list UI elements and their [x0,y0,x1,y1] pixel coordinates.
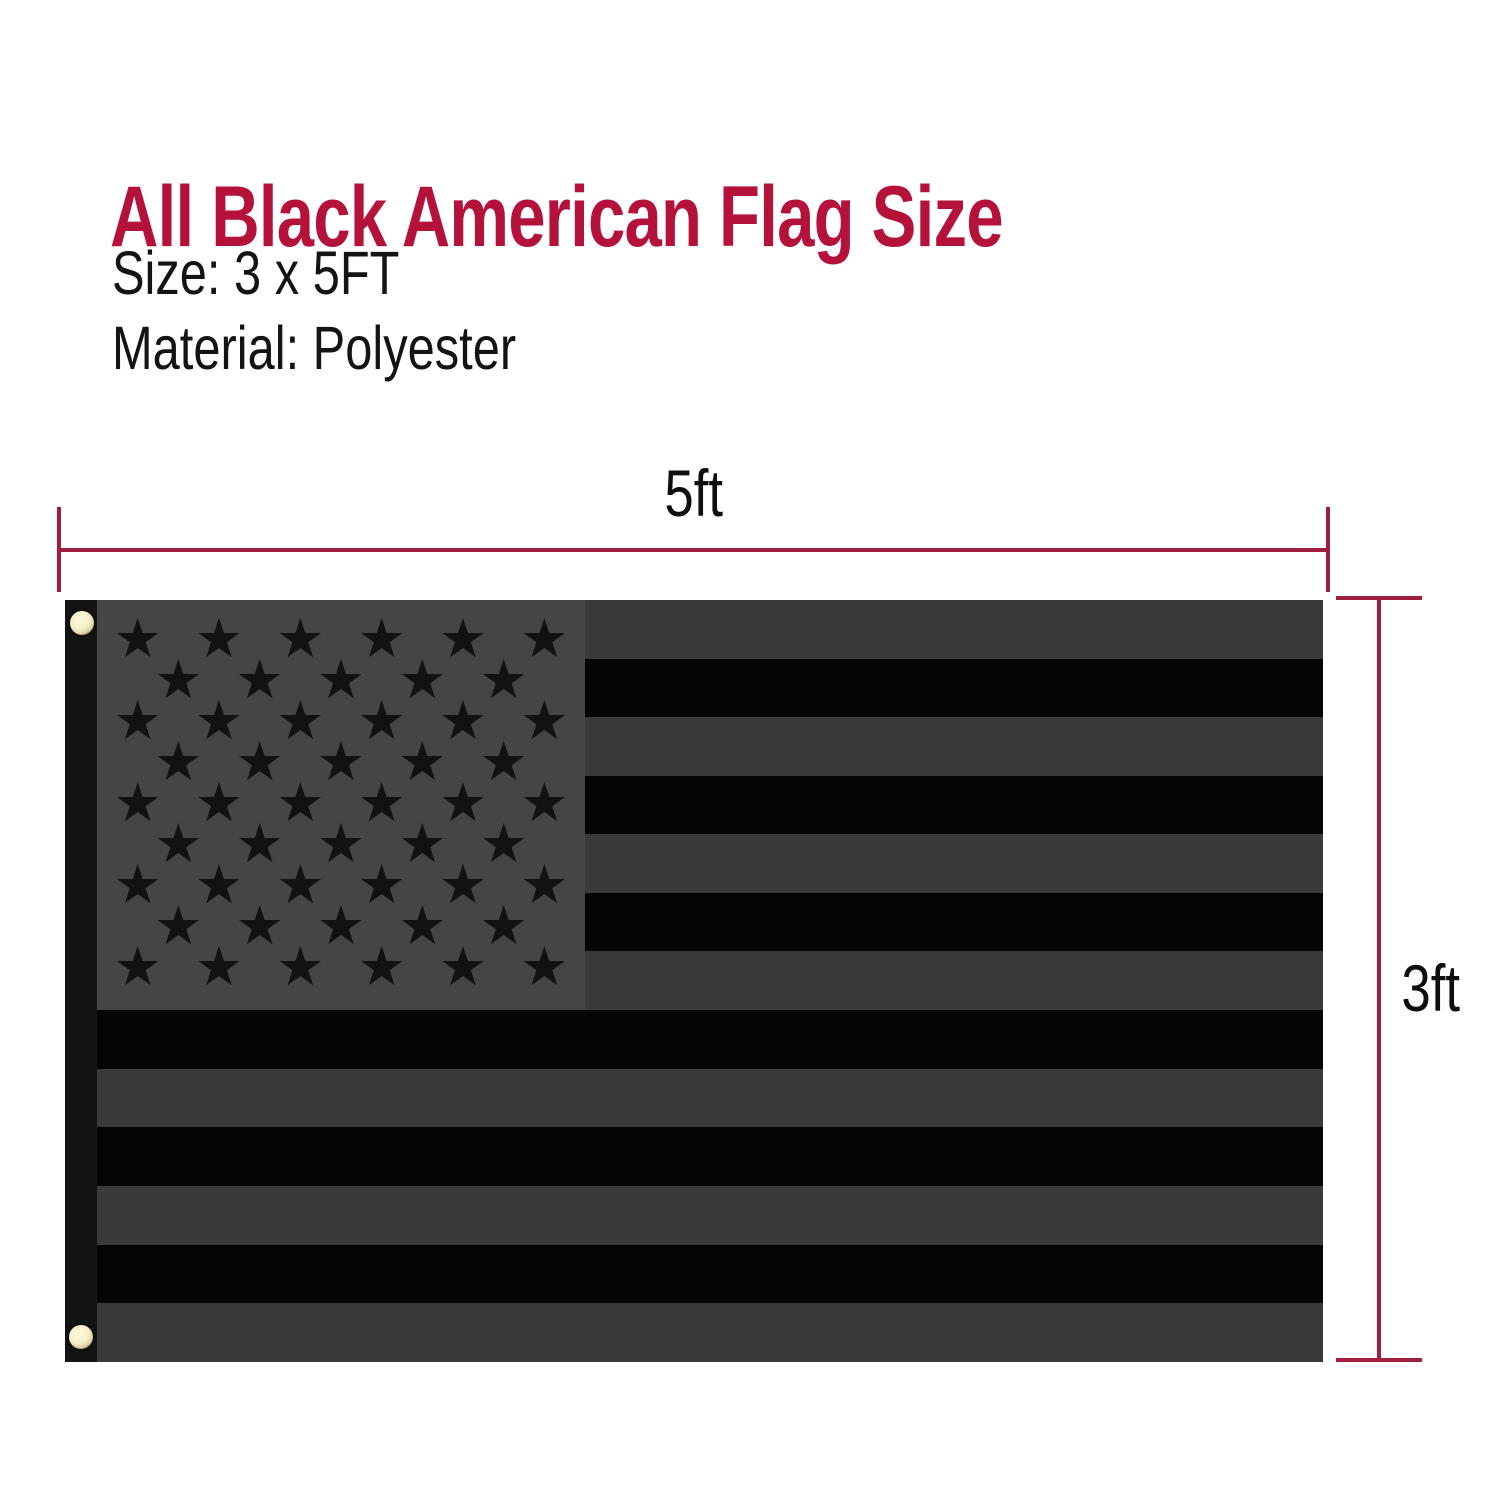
flag-stripes-below-canton [97,1010,1323,1363]
star-icon: ★ [276,770,325,834]
star-icon: ★ [276,852,325,916]
flag-stripes-right-of-canton [585,600,1323,1011]
star-icon: ★ [520,852,569,916]
star-icon: ★ [235,811,284,875]
spec-size: Size: 3 x 5FT [112,239,400,307]
star-icon: ★ [316,647,366,711]
flag-stripe-black-bottom [97,1010,1323,1069]
grommet-top-icon [70,611,94,635]
flag-canton: ★ ★ ★ ★ ★ ★ ★ ★ ★ ★ ★ ★ ★ ★ ★ ★ ★ ★ ★ ★ ★ ★ ★ ★ ★ ★ ★ ★ ★ ★ ★ ★ ★ ★ ★ ★ ★ ★ ★ ★… [97,600,585,1010]
star-icon: ★ [194,852,244,916]
height-dimension-label: 3ft [1394,955,1467,1021]
star-icon: ★ [235,729,284,793]
star-icon: ★ [113,852,162,916]
flag-stripe-gray-right [585,834,1323,893]
star-icon: ★ [316,893,366,957]
star-icon: ★ [235,647,284,711]
height-dimension-bottom-tick [1336,1358,1422,1362]
width-dimension-label: 5ft [59,460,1328,526]
star-icon: ★ [316,811,366,875]
flag-stripe-gray-right [585,600,1323,659]
star-icon: ★ [520,770,569,834]
star-icon: ★ [154,893,203,957]
flag-stripe-gray-bottom [97,1186,1323,1245]
star-icon: ★ [154,811,203,875]
star-icon: ★ [398,811,447,875]
star-icon: ★ [194,770,244,834]
flag-stripe-black-right [585,658,1323,718]
flag-stripe-gray-right [585,951,1323,1011]
star-icon: ★ [113,770,162,834]
star-icon: ★ [479,893,528,957]
star-icon: ★ [113,606,162,670]
height-dimension-text: 3ft [1401,951,1461,1025]
star-icon: ★ [520,934,569,998]
flag-stripe-gray-right [585,717,1323,776]
spec-material: Material: Polyester [112,314,517,382]
star-icon: ★ [438,934,488,998]
flag-hoist-strip [65,600,97,1362]
page-title: All Black American Flag Size [110,168,1004,265]
star-icon: ★ [154,647,203,711]
width-dimension-text: 5ft [664,456,723,530]
star-icon: ★ [357,770,406,834]
star-icon: ★ [113,934,162,998]
star-icon: ★ [357,934,406,998]
star-icon: ★ [113,688,162,752]
flag-stripe-black-bottom [97,1244,1323,1304]
star-icon: ★ [276,688,325,752]
star-icon: ★ [357,852,406,916]
star-icon: ★ [520,688,569,752]
star-icon: ★ [438,770,488,834]
star-icon: ★ [398,729,447,793]
star-icon: ★ [479,647,528,711]
flag-stripe-gray-bottom [97,1068,1323,1128]
star-icon: ★ [520,606,569,670]
height-dimension-line [1377,598,1381,1362]
star-icon: ★ [357,688,406,752]
star-icon: ★ [479,811,528,875]
star-icon: ★ [398,893,447,957]
flag-image: ★ ★ ★ ★ ★ ★ ★ ★ ★ ★ ★ ★ ★ ★ ★ ★ ★ ★ ★ ★ ★ ★ ★ ★ ★ ★ ★ ★ ★ ★ ★ ★ ★ ★ ★ ★ ★ ★ ★ ★… [65,600,1323,1363]
star-icon: ★ [154,729,203,793]
star-icon: ★ [438,606,488,670]
flag-stripe-black-right [585,892,1323,952]
height-dimension-top-tick [1336,596,1422,600]
star-icon: ★ [357,606,406,670]
width-dimension-left-tick [57,507,61,592]
star-icon: ★ [235,893,284,957]
star-icon: ★ [316,729,366,793]
width-dimension-right-tick [1326,507,1330,592]
flag-stripe-black-right [585,775,1323,835]
star-icon: ★ [479,729,528,793]
star-icon: ★ [194,934,244,998]
star-icon: ★ [194,688,244,752]
star-icon: ★ [438,688,488,752]
flag-stripe-gray-bottom [97,1303,1323,1363]
star-icon: ★ [398,647,447,711]
flag-stripe-black-bottom [97,1127,1323,1187]
width-dimension-line [59,548,1328,552]
star-icon: ★ [438,852,488,916]
star-icon: ★ [276,606,325,670]
star-icon: ★ [194,606,244,670]
grommet-bottom-icon [69,1325,93,1349]
star-icon: ★ [276,934,325,998]
